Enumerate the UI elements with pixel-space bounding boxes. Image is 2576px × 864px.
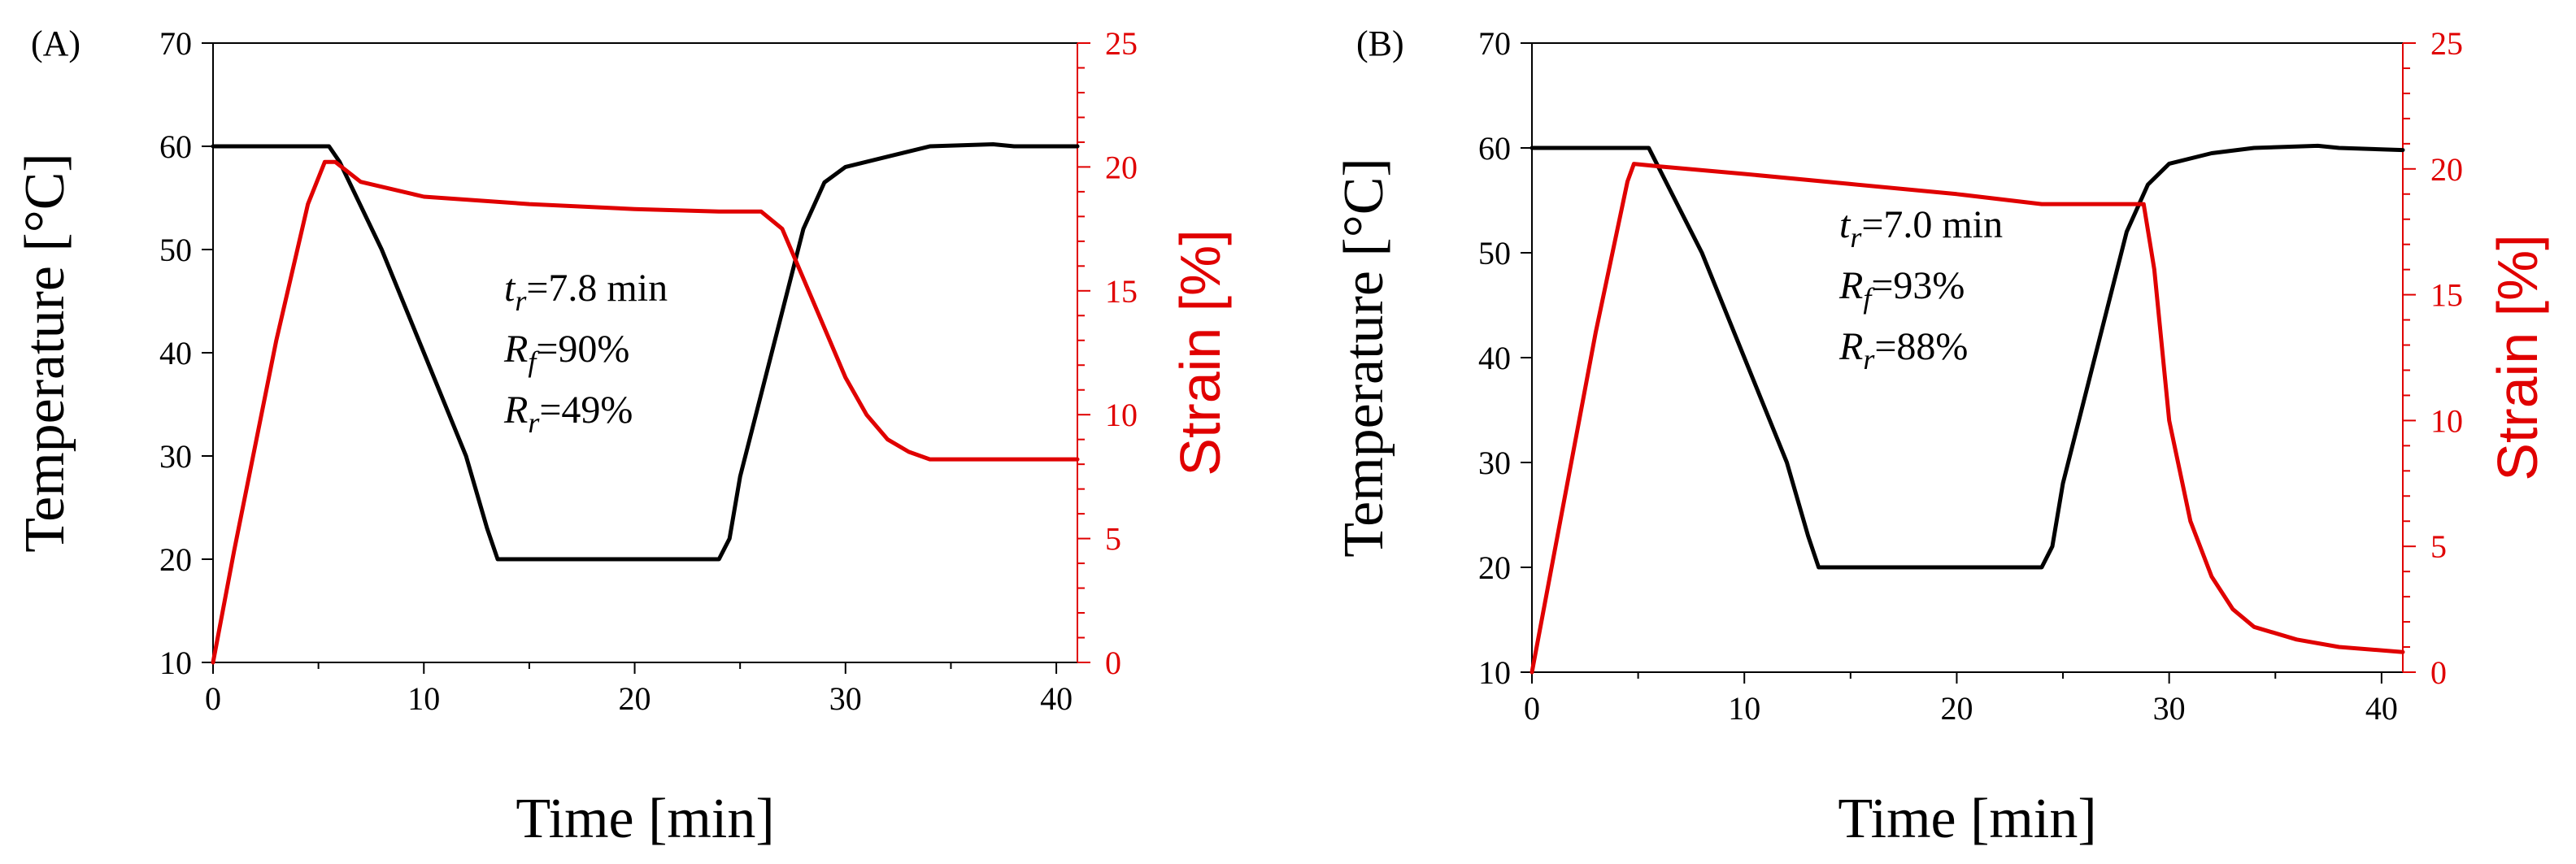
x-tick-label: 10: [407, 680, 440, 717]
y-tick-label: 20: [159, 541, 192, 578]
series-line-temperature: [1530, 143, 2405, 570]
annotation-rf: Rf=93%: [1838, 264, 1965, 315]
annotation-value: =90%: [536, 328, 629, 371]
annotation-value: =7.8 min: [526, 267, 668, 310]
x-tick-label: 40: [2365, 690, 2398, 727]
y2-tick-label: 15: [2430, 277, 2463, 314]
annotation-subscript: r: [1850, 221, 1862, 254]
y2-tick-label: 20: [2430, 151, 2463, 188]
x-tick-label: 30: [2153, 690, 2186, 727]
y-tick-label: 20: [1478, 549, 1511, 586]
y-tick-label: 60: [1478, 130, 1511, 167]
annotation-symbol: R: [1838, 264, 1863, 307]
y-tick-label: 50: [1478, 235, 1511, 271]
annotation-tr: tr=7.0 min: [1839, 203, 2003, 254]
annotation-value: =7.0 min: [1861, 203, 2003, 246]
x-tick-label: 30: [829, 680, 862, 717]
series-line-strain: [1530, 162, 2405, 675]
y2-axis-label: Strain [%]: [1168, 229, 1232, 475]
panel-label: (B): [1356, 24, 1404, 63]
y-tick-label: 70: [159, 25, 192, 62]
annotation-symbol: R: [503, 328, 528, 371]
annotation-symbol: t: [504, 267, 516, 310]
series-line-strain: [211, 159, 1080, 665]
y2-tick-label: 5: [2430, 528, 2447, 565]
chart-panel-2: 0 10 20 30 40 10 20 30 40 50 60 70 0 5 10 15 20 25 Time [m…: [1333, 24, 2549, 850]
y-tick-label: 60: [159, 128, 192, 165]
x-axis-label: Time [min]: [516, 788, 774, 850]
y2-tick-label: 25: [2430, 25, 2463, 62]
x-axis-label: Time [min]: [1838, 788, 2096, 850]
y-tick-label: 30: [159, 438, 192, 475]
annotation-symbol: R: [1838, 325, 1863, 368]
y-tick-label: 10: [159, 645, 192, 681]
annotation-value: =93%: [1871, 264, 1965, 307]
annotation-value: =49%: [539, 389, 633, 432]
y2-tick-label: 10: [2430, 402, 2463, 439]
y2-tick-label: 0: [2430, 654, 2447, 691]
y-tick-label: 40: [159, 335, 192, 371]
y2-tick-label: 15: [1105, 273, 1138, 310]
annotation-value: =88%: [1874, 325, 1968, 368]
annotation-subscript: r: [1863, 343, 1875, 376]
annotation-rr: Rr=49%: [503, 389, 633, 439]
annotation-subscript: r: [515, 284, 527, 317]
y-tick-label: 70: [1478, 25, 1511, 62]
chart-panel-1: 0 10 20 30 40 10 20 30 40 50 60 70 0 5 10 15 20 25 Time [m…: [14, 24, 1232, 850]
y2-tick-label: 0: [1105, 645, 1121, 681]
y2-tick-label: 25: [1105, 25, 1138, 62]
annotation-rr: Rr=88%: [1838, 325, 1968, 376]
y-tick-label: 30: [1478, 445, 1511, 481]
y2-axis-label: Strain [%]: [2486, 234, 2549, 480]
series-line-temperature: [211, 142, 1080, 562]
annotation-tr: tr=7.8 min: [504, 267, 668, 317]
x-tick-label: 20: [619, 680, 651, 717]
y2-tick-label: 10: [1105, 397, 1138, 433]
annotation-symbol: R: [503, 389, 528, 432]
x-tick-label: 0: [1524, 690, 1540, 727]
y-tick-label: 50: [159, 232, 192, 268]
annotation-symbol: t: [1839, 203, 1852, 246]
y-tick-label: 40: [1478, 340, 1511, 376]
x-tick-label: 10: [1728, 690, 1760, 727]
panel-label: (A): [31, 24, 80, 63]
y2-tick-label: 5: [1105, 521, 1121, 558]
x-tick-label: 20: [1940, 690, 1973, 727]
y-tick-label: 10: [1478, 654, 1511, 691]
y-axis-label: Temperature [°C]: [14, 153, 76, 552]
y-axis-label: Temperature [°C]: [1333, 158, 1395, 557]
annotation-subscript: r: [528, 406, 540, 439]
x-tick-label: 40: [1040, 680, 1073, 717]
x-tick-label: 0: [205, 680, 221, 717]
annotation-rf: Rf=90%: [503, 328, 629, 378]
y2-tick-label: 20: [1105, 149, 1138, 185]
